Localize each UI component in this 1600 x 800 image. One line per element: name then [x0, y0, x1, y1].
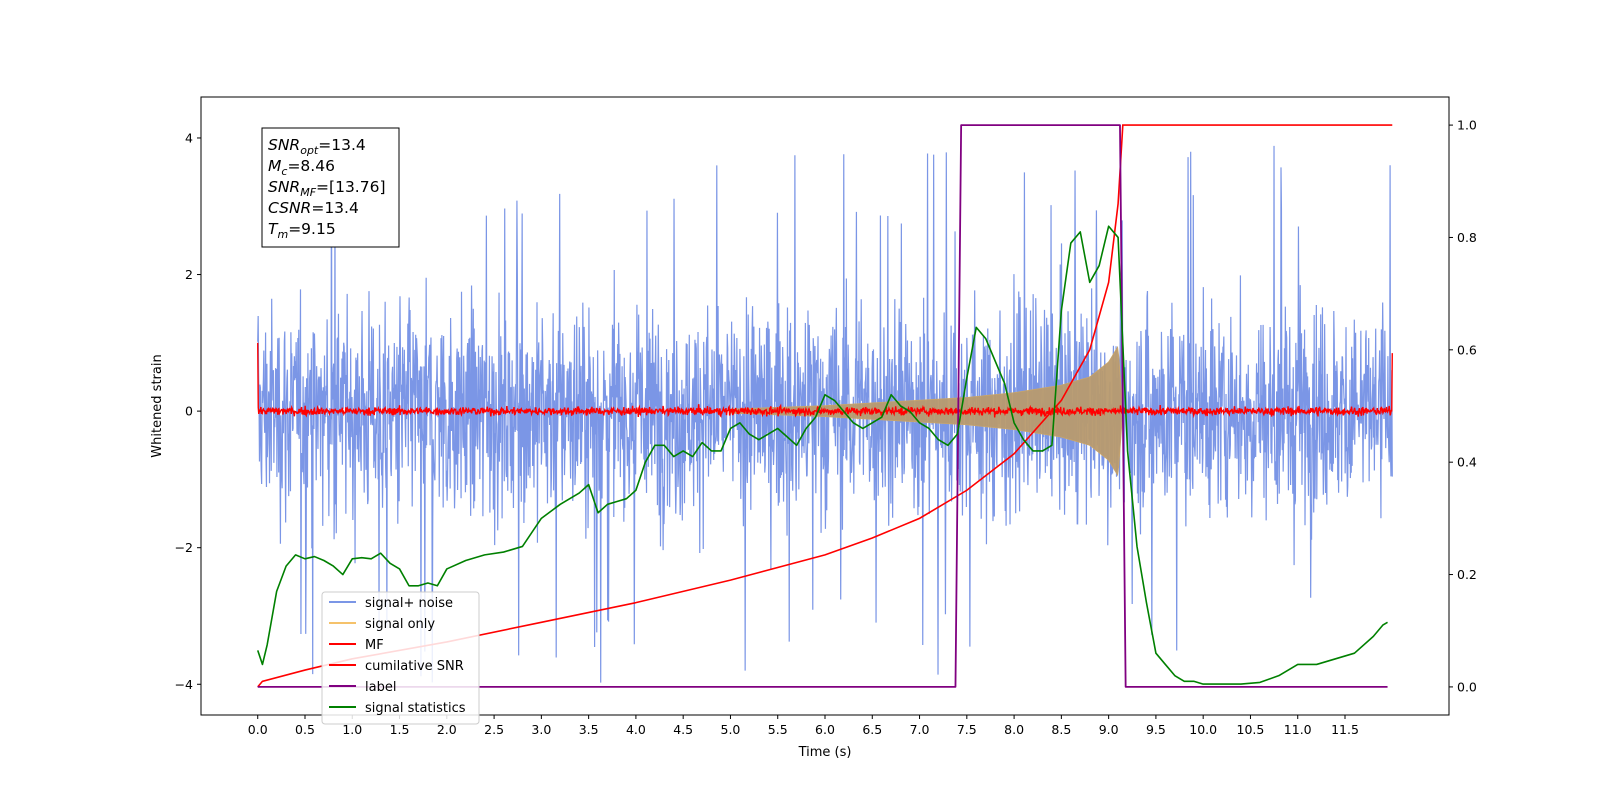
legend-item-cumulative-snr: cumilative SNR	[329, 659, 464, 674]
x-axis-label: Time (s)	[798, 745, 852, 760]
info-box: SNRopt=13.4Mc=8.46SNRMF=[13.76]CSNR=13.4…	[261, 127, 400, 248]
x-tick-label: 2.5	[484, 722, 504, 737]
legend-label: signal only	[365, 617, 435, 632]
info-box-frame	[261, 127, 400, 248]
y-tick-label-left: 0	[185, 404, 193, 419]
x-tick-label: 9.5	[1146, 722, 1166, 737]
x-tick-label: 10.5	[1237, 722, 1265, 737]
legend-item-signal-noise: signal+ noise	[329, 596, 453, 611]
info-line: CSNR=13.4	[268, 199, 359, 217]
series-signal-noise	[257, 140, 1393, 683]
series-label	[257, 124, 1388, 688]
legend-label: signal statistics	[365, 701, 466, 716]
y-tick-label-left: −2	[175, 540, 193, 555]
legend-item-mf: MF	[329, 638, 384, 653]
x-tick-label: 5.5	[768, 722, 788, 737]
y-tick-label-right: 0.4	[1457, 455, 1477, 470]
x-tick-label: 3.0	[531, 722, 551, 737]
legend-item-signal-statistics: signal statistics	[329, 701, 466, 716]
x-tick-label: 6.0	[815, 722, 835, 737]
y-tick-label-right: 0.2	[1457, 567, 1477, 582]
y-tick-label-left: 4	[185, 130, 193, 145]
x-tick-label: 8.5	[1051, 722, 1071, 737]
y-axis-label-left: Whitened strain	[150, 354, 165, 457]
y-tick-label-right: 0.6	[1457, 342, 1477, 357]
info-line: Tm=9.15	[268, 220, 336, 241]
y-tick-label-right: 1.0	[1457, 118, 1477, 133]
info-line: Mc=8.46	[268, 157, 335, 178]
info-line: SNRopt=13.4	[268, 136, 366, 157]
x-tick-label: 0.0	[248, 722, 268, 737]
x-tick-label: 10.0	[1189, 722, 1217, 737]
x-tick-label: 11.5	[1331, 722, 1359, 737]
x-tick-label: 6.5	[862, 722, 882, 737]
x-tick-label: 9.0	[1099, 722, 1119, 737]
x-tick-label: 1.0	[342, 722, 362, 737]
x-tick-label: 11.0	[1284, 722, 1312, 737]
axes: 0.0 0.5 1.0 1.5 2.0 2.5 3.0 3.5 4.0 4.5 5.0 5.5 6.0 6…	[175, 118, 1477, 737]
legend-label: signal+ noise	[365, 596, 453, 611]
series-signal-statistics	[256, 225, 1388, 685]
info-line: SNRMF=[13.76]	[268, 178, 386, 199]
x-tick-label: 2.0	[437, 722, 457, 737]
legend-item-signal-only: signal only	[329, 617, 435, 632]
legend-item-label: label	[329, 680, 396, 695]
x-tick-label: 0.5	[295, 722, 315, 737]
y-tick-label-left: −4	[175, 677, 193, 692]
x-tick-label: 7.5	[957, 722, 977, 737]
legend: signal+ noise signal only MF cumilative SNR…	[321, 591, 480, 725]
x-tick-label: 1.5	[390, 722, 410, 737]
y-tick-label-right: 0.0	[1457, 679, 1477, 694]
x-tick-label: 4.0	[626, 722, 646, 737]
x-tick-label: 4.5	[673, 722, 693, 737]
x-tick-label: 5.0	[721, 722, 741, 737]
x-tick-label: 3.5	[579, 722, 599, 737]
legend-frame	[321, 591, 480, 725]
y-tick-label-right: 0.8	[1457, 230, 1477, 245]
y-tick-label-left: 2	[185, 267, 193, 282]
x-tick-label: 7.0	[910, 722, 930, 737]
legend-label: cumilative SNR	[365, 659, 464, 674]
legend-label: MF	[365, 638, 384, 653]
x-tick-label: 8.0	[1004, 722, 1024, 737]
series-mf	[257, 342, 1393, 419]
legend-label: label	[365, 680, 396, 695]
